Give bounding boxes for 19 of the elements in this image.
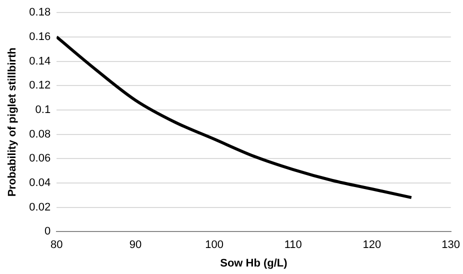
x-tick-label: 100 <box>205 239 224 252</box>
y-tick-label: 0.16 <box>29 30 51 43</box>
line-series <box>56 35 413 200</box>
x-tick-label: 80 <box>50 239 63 252</box>
y-tick-label: 0.08 <box>29 128 51 140</box>
y-tick-label: 0.12 <box>29 80 51 92</box>
y-tick-label: 0.02 <box>29 201 51 214</box>
x-tick-label: 90 <box>129 239 142 252</box>
y-tick-label: 0.14 <box>29 55 51 68</box>
x-tick-label: 110 <box>284 239 302 252</box>
x-tick-label: 130 <box>442 239 460 252</box>
y-axis-title: Probability of piglet stillbirth <box>6 47 19 197</box>
y-tick-label: 0.04 <box>29 176 51 189</box>
y-tick-label: 0.18 <box>29 6 51 19</box>
y-tick-label: 0 <box>44 226 51 238</box>
y-tick-label: 0.06 <box>29 152 51 165</box>
y-tick-label: 0.1 <box>35 104 51 116</box>
x-axis-title: Sow Hb (g/L) <box>220 257 288 270</box>
x-tick-label: 120 <box>362 239 382 252</box>
